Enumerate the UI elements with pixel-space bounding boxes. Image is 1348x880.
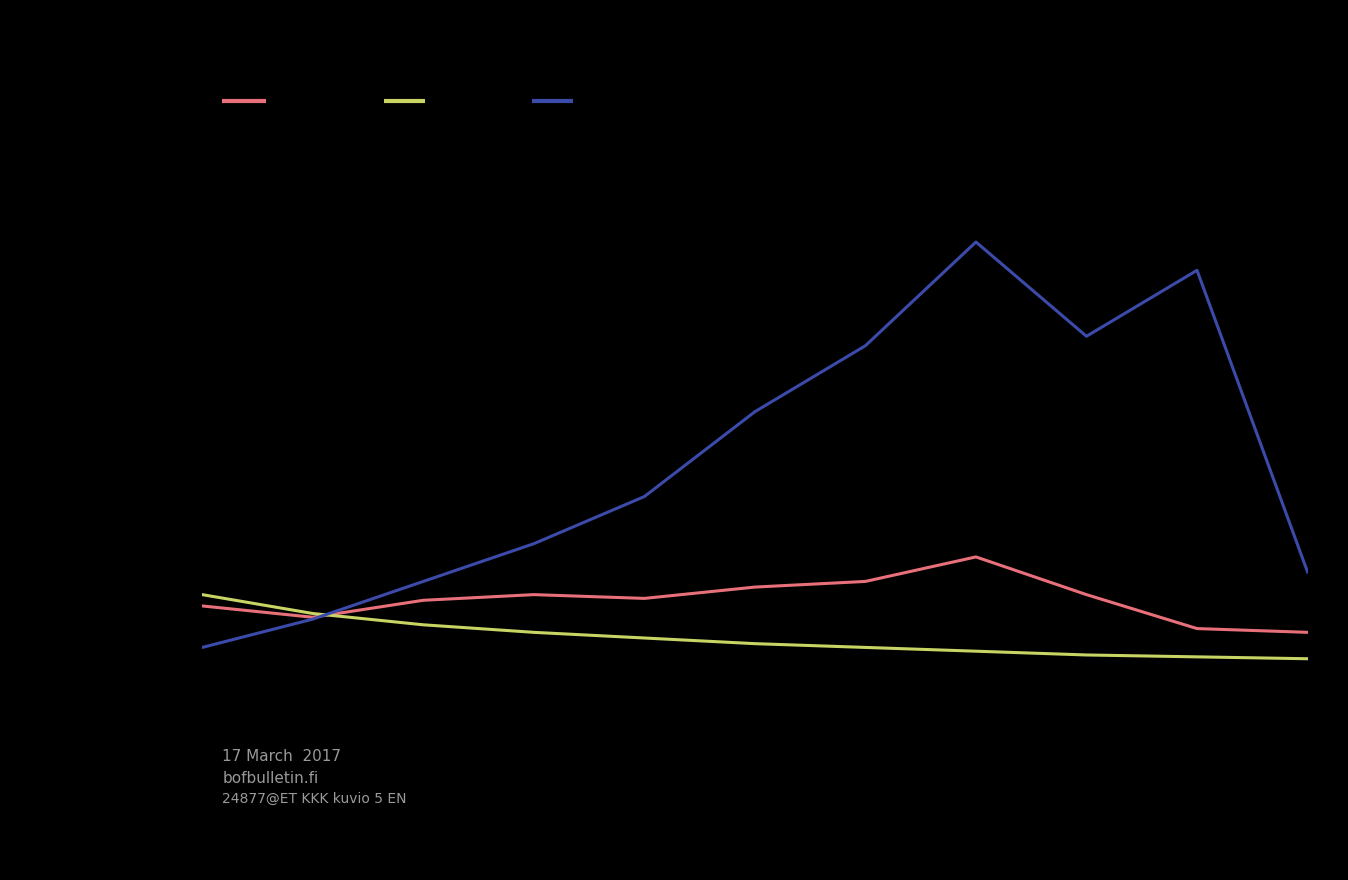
Text: bofbulletin.fi: bofbulletin.fi: [222, 771, 318, 786]
Text: 17 March  2017: 17 March 2017: [222, 749, 341, 764]
Text: 24877@ET KKK kuvio 5 EN: 24877@ET KKK kuvio 5 EN: [222, 792, 407, 805]
